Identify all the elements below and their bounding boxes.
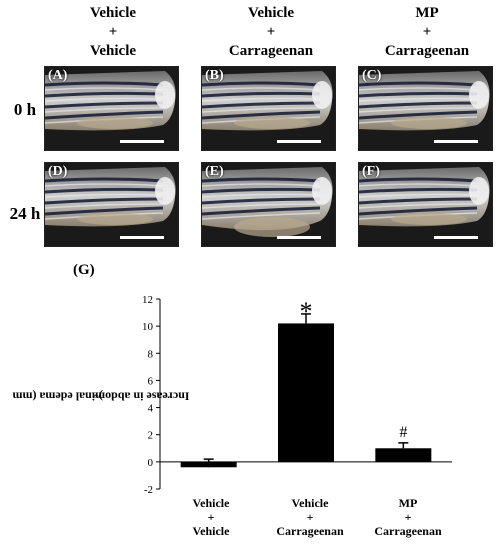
column-header-2: Vehicle + Carrageenan (201, 4, 341, 61)
zebrafish-image (359, 163, 492, 246)
y-tick-label: -2 (144, 484, 153, 496)
column-header-1: Vehicle + Vehicle (43, 4, 183, 61)
scale-bar (277, 236, 321, 239)
column-header-3: MP + Carrageenan (357, 4, 497, 61)
photo-panel-d: (D) (44, 162, 179, 247)
y-tick-label: 6 (148, 375, 154, 387)
column-header-line: + (422, 24, 432, 40)
panel-label: (C) (362, 68, 382, 83)
x-category-line: Carrageenan (374, 524, 442, 538)
scale-bar (277, 140, 321, 143)
x-category-line: + (306, 510, 314, 524)
zebrafish-image (202, 67, 335, 150)
x-category-line: + (207, 510, 215, 524)
x-category-line: Vehicle (192, 496, 230, 510)
column-header-line: Vehicle (89, 5, 137, 21)
chart-panel-label: (G) (73, 262, 95, 278)
photo-panel-a: (A) (44, 66, 179, 151)
y-tick-label: 8 (148, 348, 154, 360)
y-tick-label: 4 (148, 403, 154, 415)
x-category-label-2: Vehicle + Carrageenan (255, 496, 365, 538)
significance-mark: * (300, 297, 313, 326)
significance-mark: # (399, 424, 407, 441)
panel-label: (A) (48, 68, 68, 83)
x-category-line: Carrageenan (276, 524, 344, 538)
panel-label: (D) (48, 164, 68, 179)
scale-bar (120, 236, 164, 239)
panel-label: (F) (362, 164, 380, 179)
y-tick-label: 12 (142, 294, 153, 306)
column-header-line: Vehicle (247, 5, 295, 21)
scale-bar (434, 236, 478, 239)
x-category-label-3: MP + Carrageenan (353, 496, 463, 538)
y-tick-label: 10 (142, 321, 154, 333)
scale-bar (434, 140, 478, 143)
bar (278, 323, 334, 462)
photo-panel-e: (E) (201, 162, 336, 247)
x-category-line: Vehicle (192, 524, 230, 538)
photo-panel-b: (B) (201, 66, 336, 151)
zebrafish-image (202, 163, 335, 246)
column-header-line: Vehicle (89, 43, 137, 59)
panel-label: (B) (205, 68, 224, 83)
y-axis-label-text: Increase in abdominal edema (mm 2) (12, 390, 189, 404)
bar-chart: -2 0 2 4 6 8 10 12 * # (142, 294, 452, 496)
column-header-line: MP (415, 5, 439, 21)
photo-panel-c: (C) (358, 66, 493, 151)
row-label-24h: 24 h (9, 204, 41, 223)
column-header-line: Carrageenan (384, 43, 470, 59)
zebrafish-image (359, 67, 492, 150)
x-category-line: + (404, 510, 412, 524)
bar (375, 448, 432, 462)
zebrafish-image (45, 163, 178, 246)
y-axis-label-close: ) (99, 389, 103, 404)
row-label-0h: 0 h (13, 100, 37, 119)
panel-label: (E) (205, 164, 224, 179)
scale-bar (120, 140, 164, 143)
x-category-line: Vehicle (291, 496, 329, 510)
column-header-line: + (108, 24, 118, 40)
column-header-line: Carrageenan (228, 43, 314, 59)
y-tick-label: 2 (148, 430, 154, 442)
zebrafish-image (45, 67, 178, 150)
column-header-line: + (266, 24, 276, 40)
y-tick-label: 0 (148, 457, 154, 469)
x-category-label-1: Vehicle + Vehicle (156, 496, 266, 538)
x-category-line: MP (398, 496, 418, 510)
photo-panel-f: (F) (358, 162, 493, 247)
